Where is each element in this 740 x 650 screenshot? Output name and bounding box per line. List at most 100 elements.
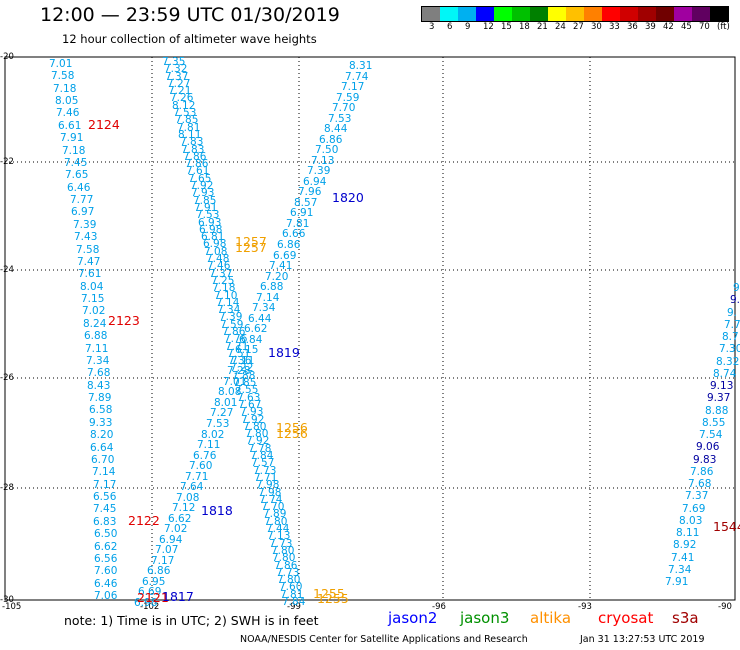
- legend-swatch: [512, 7, 530, 21]
- swh-value: 8.92: [673, 539, 697, 551]
- legend-value: 45: [681, 22, 692, 32]
- swh-value: 7.20: [265, 271, 289, 283]
- swh-value: 7.34: [668, 564, 692, 576]
- swh-value: 7.85: [233, 377, 257, 389]
- swh-value: 7.71: [254, 472, 278, 484]
- swh-value: 6.44: [248, 313, 272, 325]
- satellite-name: altika: [530, 609, 572, 627]
- swh-value: 7.46: [56, 107, 80, 119]
- swh-value: 7.80: [264, 516, 288, 528]
- swh-value: 6.86: [147, 565, 171, 577]
- x-tick-label: -99: [287, 602, 301, 612]
- legend-swatch: [548, 7, 566, 21]
- swh-value: 7.86: [222, 326, 246, 338]
- swh-value: 7.02: [164, 523, 188, 535]
- swh-value: 6.95: [142, 576, 166, 588]
- pass-time-label: 1255: [313, 586, 345, 601]
- swh-value: 8.02: [201, 429, 225, 441]
- swh-value: 7.15: [81, 293, 105, 305]
- swh-value: 7.37: [685, 490, 709, 502]
- legend-value: 33: [609, 22, 620, 32]
- swh-value: 7.14: [216, 297, 240, 309]
- swh-value: 7.92: [246, 435, 270, 447]
- legend-swatch: [620, 7, 638, 21]
- swh-value: 6.83: [93, 516, 117, 528]
- swh-value: 6.86: [277, 239, 301, 251]
- swh-value: 7.91: [665, 576, 689, 588]
- map-title: 12:00 — 23:59 UTC 01/30/2019: [40, 4, 340, 26]
- pass-time-label: 1255: [317, 591, 349, 606]
- swh-value: 7.17: [93, 479, 117, 491]
- legend-value: 18: [519, 22, 530, 32]
- swh-value: 8.55: [702, 417, 726, 429]
- legend-swatch: [494, 7, 512, 21]
- swh-value: 7.70: [261, 501, 285, 513]
- swh-value: 7.60: [279, 581, 303, 593]
- swh-value: 8.11: [676, 527, 700, 539]
- legend-swatch: [638, 7, 656, 21]
- swh-value: 7.93: [191, 187, 215, 199]
- swh-value: 7.51: [227, 348, 251, 360]
- swh-value: 7.39: [307, 165, 331, 177]
- swh-value: 7.11: [85, 343, 109, 355]
- swh-value: 7.93: [240, 406, 264, 418]
- swh-value: 7.27: [210, 407, 234, 419]
- footer-note: note: 1) Time is in UTC; 2) SWH is in fe…: [64, 613, 319, 628]
- swh-value: 9.13: [710, 380, 734, 392]
- swh-value: 7.07: [155, 544, 179, 556]
- swh-value: 7.80: [271, 545, 295, 557]
- pass-time-label: 1818: [201, 503, 233, 518]
- pass-time-label: 2121: [137, 590, 169, 605]
- swh-value: 7.08: [176, 492, 200, 504]
- x-tick-label: -105: [2, 602, 22, 612]
- satellite-name: jason2: [388, 609, 438, 627]
- color-legend: [421, 6, 729, 22]
- y-tick-label: -20: [0, 52, 14, 62]
- pass-time-label: 1257: [235, 234, 267, 249]
- legend-swatch: [422, 7, 440, 21]
- swh-value: 7.84: [282, 596, 306, 608]
- swh-value: 7.86: [183, 151, 207, 163]
- legend-value: 36: [627, 22, 638, 32]
- credit-text: NOAA/NESDIS Center for Satellite Applica…: [240, 634, 528, 645]
- swh-value: 9.37: [707, 392, 731, 404]
- swh-value: 7.65: [188, 173, 212, 185]
- swh-value: 6.98: [203, 238, 227, 250]
- swh-value: 7.18: [62, 145, 86, 157]
- swh-value: 8.44: [324, 123, 348, 135]
- swh-value: 7.08: [204, 246, 228, 258]
- swh-value: 6.62: [94, 541, 118, 553]
- color-legend-values: 3 6 9 12 15 18 21 24 27 30 33 36 39 42 45 70 (ft): [421, 22, 740, 34]
- swh-value: 7.80: [272, 552, 296, 564]
- legend-swatch: [566, 7, 584, 21]
- swh-value: 7.37: [209, 268, 233, 280]
- swh-value: 7.14: [92, 466, 116, 478]
- swh-value: 7.39: [219, 311, 243, 323]
- y-tick-label: -22: [0, 157, 14, 167]
- y-tick-label: -26: [0, 373, 14, 383]
- swh-value: 7.55: [235, 384, 259, 396]
- swh-value: 7.43: [74, 231, 98, 243]
- swh-value: 7.68: [87, 367, 111, 379]
- legend-value: 9: [465, 22, 471, 32]
- swh-value: 7.91: [194, 202, 218, 214]
- swh-value: 6.46: [67, 182, 91, 194]
- swh-value: 7.84: [250, 450, 274, 462]
- pass-time-label: 1256: [276, 420, 308, 435]
- swh-value: 7.35: [162, 56, 186, 68]
- swh-value: 8.57: [294, 197, 318, 209]
- swh-value: 8.05: [55, 95, 79, 107]
- pass-time-label: 1820: [332, 190, 364, 205]
- swh-value: 7.65: [65, 169, 89, 181]
- swh-value: 7.34: [217, 304, 241, 316]
- swh-value: 7.80: [245, 428, 269, 440]
- legend-value: 70: [699, 22, 710, 32]
- swh-value: 8.01: [214, 397, 238, 409]
- y-tick-label: -28: [0, 483, 14, 493]
- swh-value: 8.11: [178, 129, 202, 141]
- swh-value: 6.70: [91, 454, 115, 466]
- swh-value: 7.96: [298, 186, 322, 198]
- swh-value: 7.12: [172, 502, 196, 514]
- legend-swatch: [530, 7, 548, 21]
- swh-value: 8.7: [722, 331, 739, 343]
